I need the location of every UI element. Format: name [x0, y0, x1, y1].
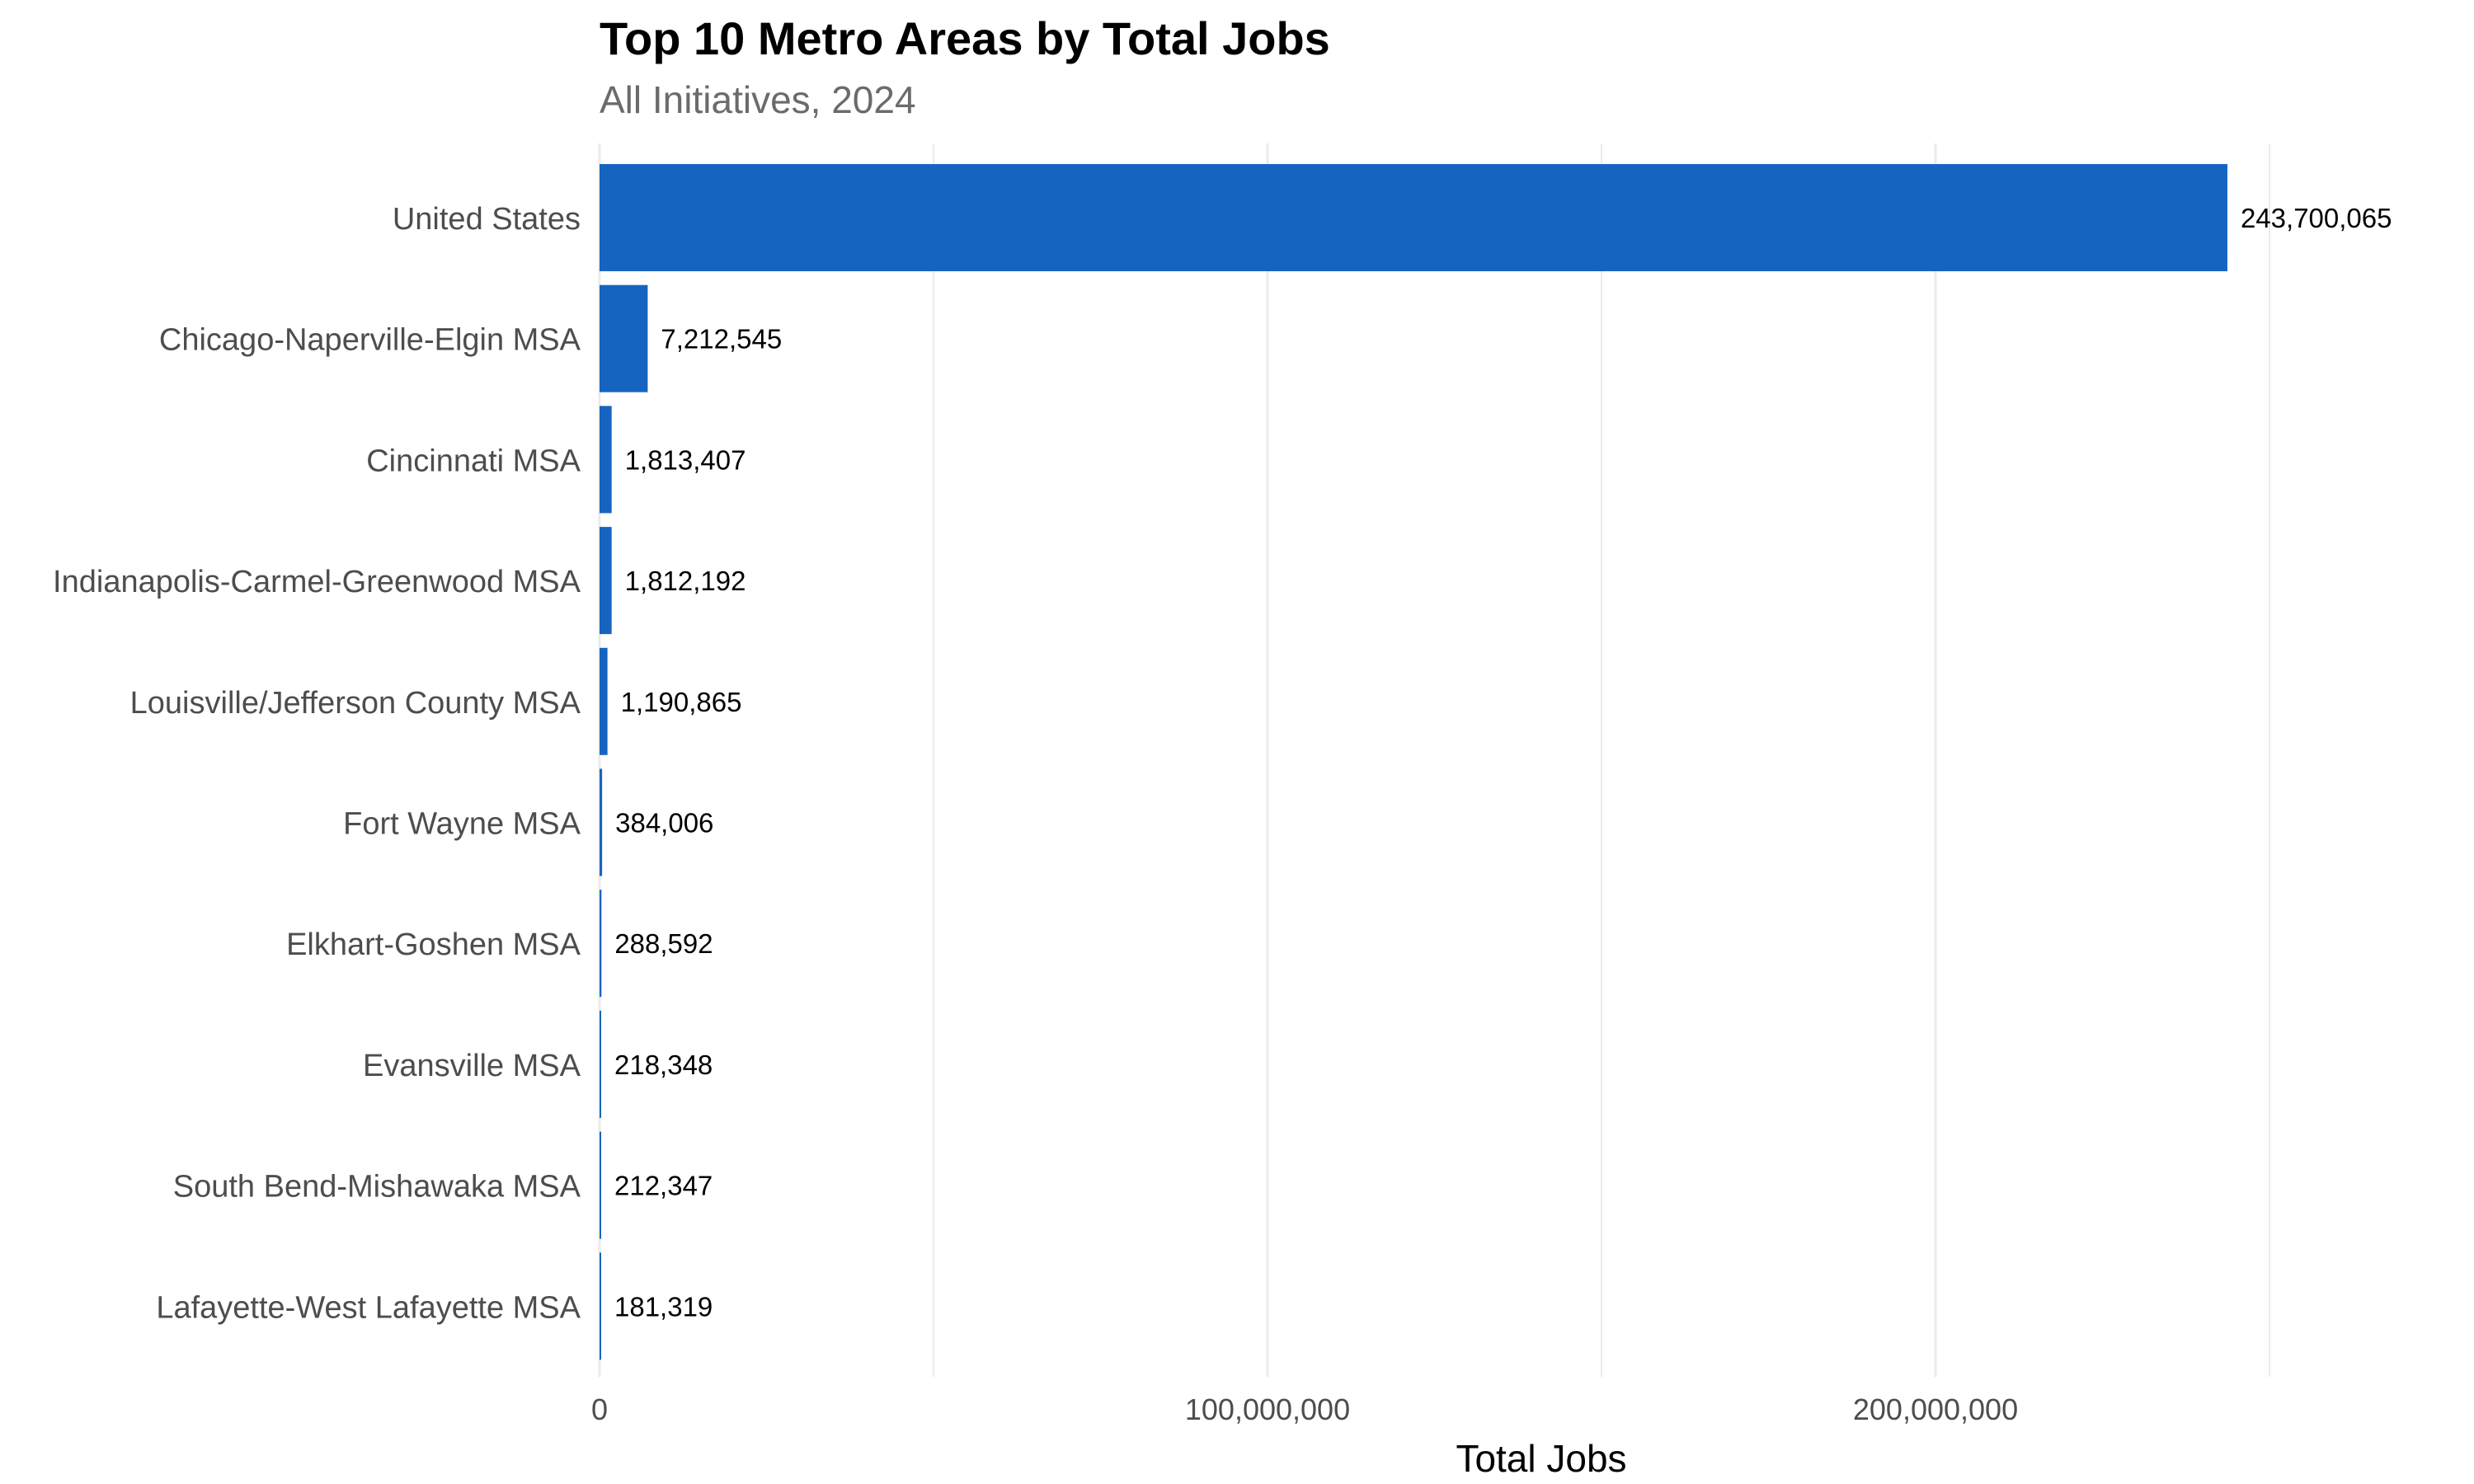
chart-title: Top 10 Metro Areas by Total Jobs	[600, 12, 1330, 64]
bar	[600, 164, 2227, 271]
data-label: 212,347	[614, 1171, 713, 1201]
data-label: 1,190,865	[621, 687, 742, 717]
data-label: 384,006	[615, 808, 713, 838]
bar	[600, 527, 612, 635]
category-label: Elkhart-Goshen MSA	[286, 928, 581, 962]
bar	[600, 647, 608, 755]
data-label: 7,212,545	[661, 324, 782, 355]
bar	[600, 890, 602, 998]
bar	[600, 406, 612, 514]
category-label: Indianapolis-Carmel-Greenwood MSA	[53, 565, 581, 599]
data-label: 1,812,192	[625, 566, 746, 596]
category-label: South Bend-Mishawaka MSA	[173, 1170, 581, 1205]
x-tick-label: 0	[591, 1392, 608, 1426]
x-axis-title: Total Jobs	[1456, 1437, 1626, 1480]
x-tick-label: 200,000,000	[1853, 1392, 2018, 1426]
data-label: 218,348	[614, 1050, 713, 1080]
data-label: 181,319	[614, 1291, 713, 1322]
data-label: 243,700,065	[2241, 203, 2392, 233]
bar	[600, 1252, 601, 1360]
bar	[600, 768, 603, 876]
x-tick-label: 100,000,000	[1185, 1392, 1350, 1426]
bar	[600, 1010, 601, 1118]
category-label: Lafayette-West Lafayette MSA	[156, 1290, 581, 1325]
category-label: Chicago-Naperville-Elgin MSA	[159, 323, 581, 358]
data-label: 1,813,407	[625, 444, 746, 475]
category-label: Cincinnati MSA	[366, 444, 581, 478]
data-label: 288,592	[614, 928, 713, 959]
bar	[600, 1131, 601, 1239]
category-label: Fort Wayne MSA	[343, 807, 581, 842]
chart-subtitle: All Initiatives, 2024	[600, 78, 916, 121]
category-label: Louisville/Jefferson County MSA	[130, 686, 581, 721]
category-label: United States	[393, 202, 581, 237]
category-label: Evansville MSA	[363, 1049, 581, 1083]
bar	[600, 284, 648, 392]
